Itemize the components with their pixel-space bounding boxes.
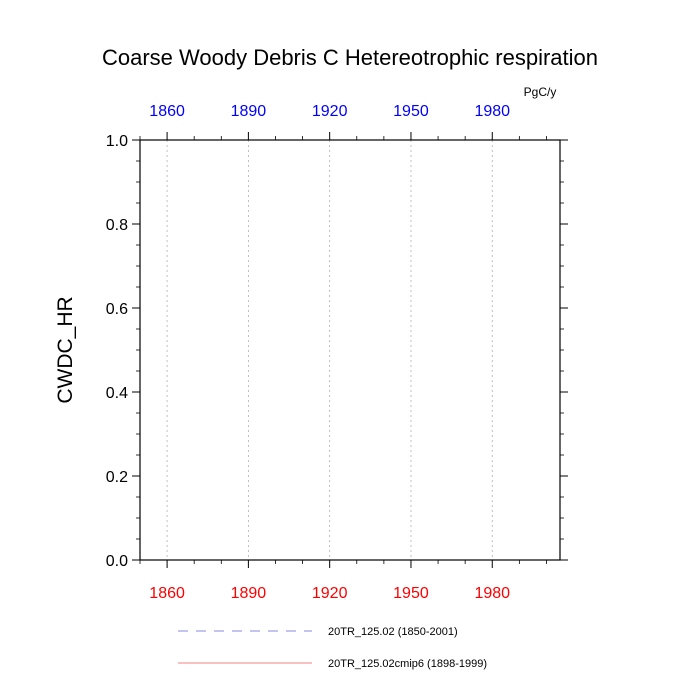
grid (166, 140, 493, 560)
units-label: PgC/y (524, 85, 557, 99)
x-tick-label-bottom: 1860 (149, 585, 185, 602)
y-tick-label: 0.0 (106, 553, 128, 570)
plot-frame (139, 139, 561, 561)
x-tick-label-bottom: 1980 (474, 585, 510, 602)
x-tick-label-bottom: 1890 (231, 585, 267, 602)
y-axis-label: CWDC_HR (54, 296, 77, 403)
legend: 20TR_125.02 (1850-2001) 20TR_125.02cmip6 … (178, 626, 487, 670)
y-tick-label: 1.0 (106, 133, 128, 150)
y-tick-label: 0.8 (106, 217, 128, 234)
legend-label-1: 20TR_125.02 (1850-2001) (328, 626, 458, 638)
x-tick-label-bottom: 1920 (312, 585, 348, 602)
x-tick-label-bottom: 1950 (393, 585, 429, 602)
y-tick-label: 0.6 (106, 301, 128, 318)
ticks: 1860 1860 1890 1890 1920 1920 1950 1950 1980 1980… (106, 103, 568, 602)
x-tick-label-top: 1950 (393, 103, 429, 120)
x-tick-label-top: 1920 (312, 103, 348, 120)
y-tick-label: 0.4 (106, 385, 128, 402)
chart-title: Coarse Woody Debris C Hetereotrophic res… (102, 45, 598, 70)
x-tick-label-top: 1860 (149, 103, 185, 120)
x-tick-label-top: 1890 (231, 103, 267, 120)
y-tick-label: 0.2 (106, 469, 128, 486)
x-tick-label-top: 1980 (474, 103, 510, 120)
legend-label-2: 20TR_125.02cmip6 (1898-1999) (328, 658, 487, 670)
